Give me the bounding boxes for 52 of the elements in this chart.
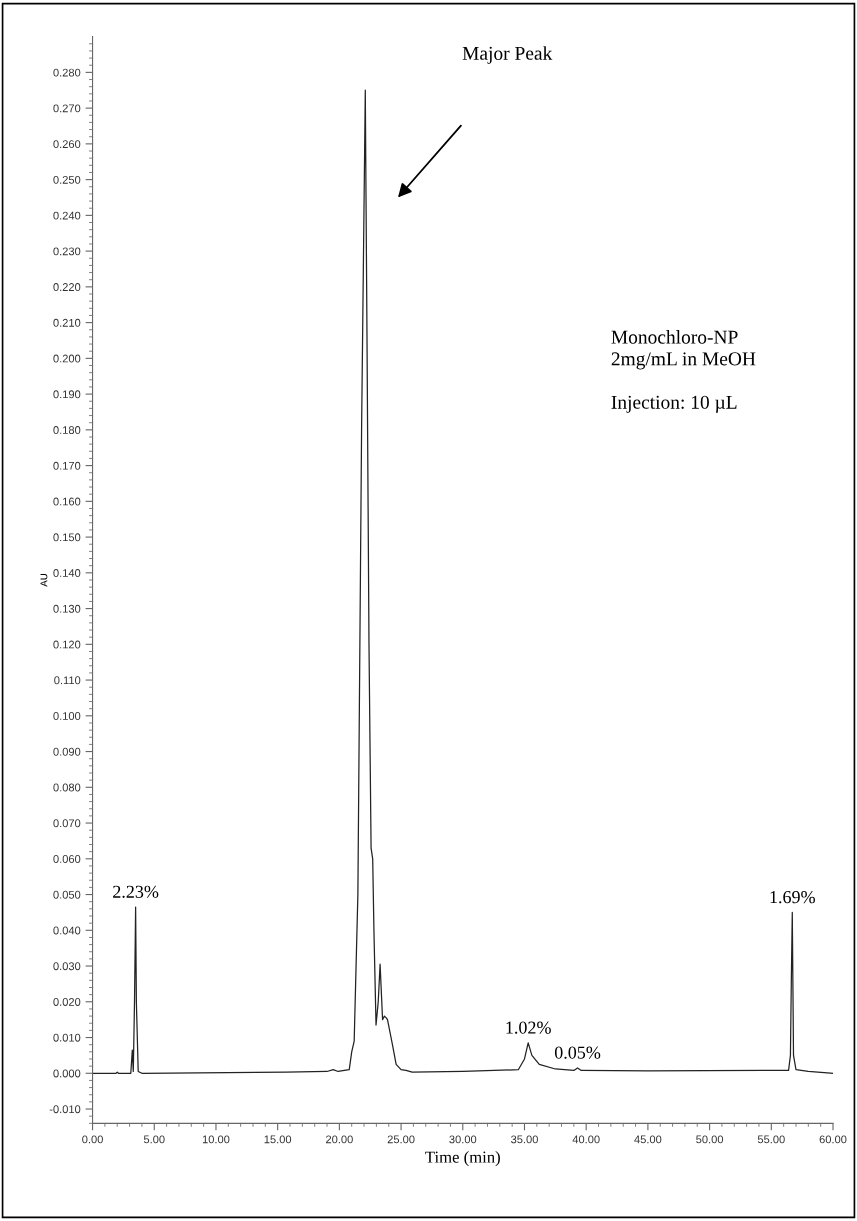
y-tick-label: 0.070	[53, 819, 81, 828]
y-tick-label: 0.120	[53, 640, 81, 649]
text: Monochloro-NP 2mg/mL in MeOH Injection: 10 µL	[611, 330, 756, 413]
y-tick-label: 0.080	[53, 783, 81, 792]
y-tick-label: 0.210	[53, 318, 81, 327]
y-tick-label: 0.050	[53, 890, 81, 899]
y-tick-label: 0.230	[53, 247, 81, 256]
x-tick-label: 10.00	[202, 1135, 230, 1144]
y-tick-label: 0.010	[53, 1033, 81, 1042]
y-tick-label: 0.130	[53, 604, 81, 613]
x-tick-label: 50.00	[696, 1135, 724, 1144]
y-tick-label: 0.110	[54, 676, 81, 685]
y-tick-label: 0.280	[53, 68, 81, 77]
y-tick-label: -0.010	[49, 1105, 81, 1114]
annotation: 1.02%	[506, 1021, 551, 1034]
x-tick-label: 0.00	[82, 1135, 103, 1144]
x-tick-label: 35.00	[511, 1135, 538, 1144]
y-tick-label: 0.140	[53, 569, 81, 577]
x-tick-label: 40.00	[572, 1135, 600, 1144]
x-tick-label: 20.00	[326, 1135, 353, 1144]
y-tick-label: 0.160	[53, 497, 81, 506]
y-tick-label: 0.250	[53, 175, 81, 184]
y-tick-label: 0.000	[53, 1069, 81, 1078]
y-tick-label: 0.040	[53, 926, 81, 935]
annotation: 2.23%	[113, 885, 159, 898]
y-tick-label: 0.240	[53, 211, 81, 220]
x-axis-title: Time (min)	[425, 1151, 500, 1167]
y-tick-label: 0.200	[53, 354, 81, 363]
y-tick-label: 0.090	[53, 747, 81, 756]
line-series	[92, 89, 833, 1074]
y-tick-label: 0.020	[53, 998, 81, 1006]
x-tick-label: 15.00	[264, 1135, 292, 1144]
annotation: 1.69%	[770, 891, 815, 904]
y-tick-label: 0.100	[53, 712, 81, 720]
y-tick-label: 0.180	[53, 426, 81, 434]
y-tick-label: 0.060	[53, 855, 81, 863]
x-tick-label: 5.00	[143, 1135, 165, 1144]
y-tick-label: 0.260	[53, 140, 81, 148]
x-tick-label: 55.00	[757, 1135, 785, 1144]
y-tick-label: 0.190	[53, 390, 81, 399]
y-tick-label: 0.270	[53, 104, 81, 113]
y-tick-label: 0.150	[53, 533, 81, 542]
x-tick-label: 60.00	[819, 1135, 847, 1144]
y-tick-label: 0.170	[53, 461, 81, 470]
x-tick-label: 45.00	[634, 1135, 662, 1144]
y-axis-title: AU	[40, 573, 48, 587]
annotation: Major Peak	[462, 46, 553, 64]
x-tick-label: 30.00	[449, 1135, 477, 1144]
annotation: 0.05%	[554, 1046, 601, 1059]
y-tick-label: 0.030	[53, 962, 81, 971]
x-tick-label: 25.00	[387, 1135, 415, 1144]
y-tick-label: 0.220	[53, 283, 81, 291]
